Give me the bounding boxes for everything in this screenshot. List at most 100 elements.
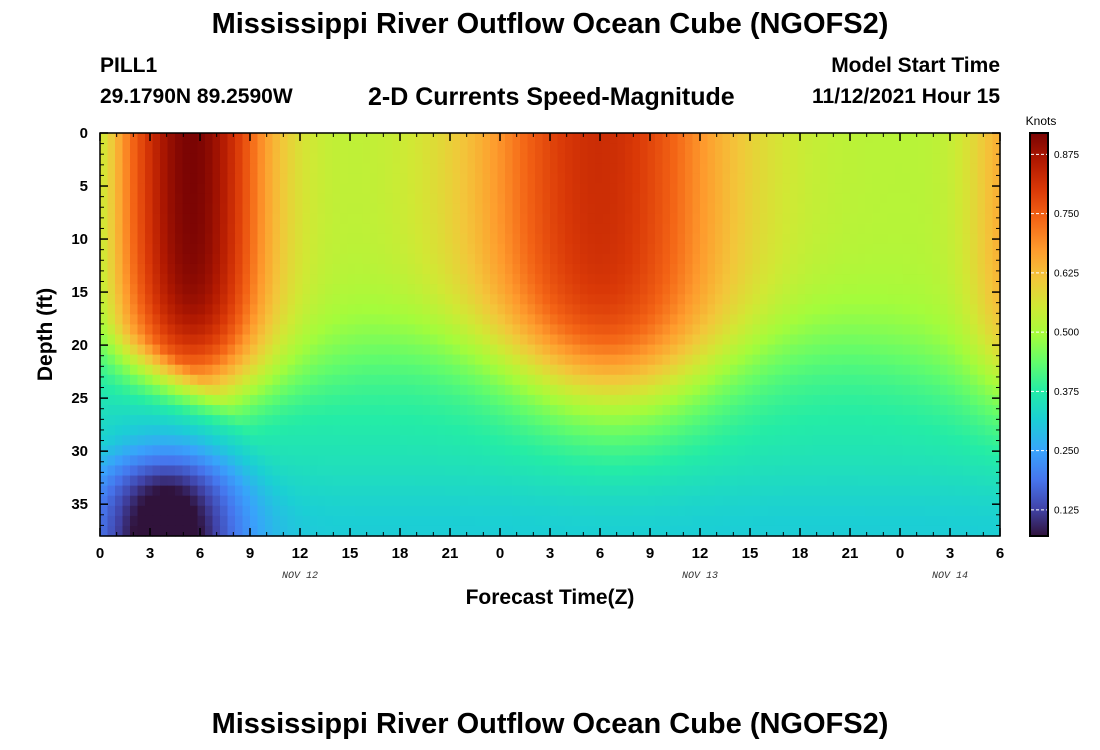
heatmap-cell	[452, 243, 461, 255]
heatmap-cell	[212, 445, 221, 456]
heatmap-cell	[452, 274, 461, 285]
heatmap-cell	[970, 143, 979, 154]
heatmap-cell	[782, 374, 791, 386]
heatmap-cell	[887, 183, 896, 195]
heatmap-cell	[595, 233, 604, 245]
heatmap-cell	[895, 253, 904, 265]
heatmap-cell	[872, 445, 881, 456]
heatmap-cell	[835, 143, 844, 154]
heatmap-cell	[437, 384, 446, 396]
heatmap-cell	[227, 455, 236, 467]
heatmap-cell	[940, 495, 949, 507]
heatmap-cell	[662, 354, 671, 366]
heatmap-cell	[632, 294, 641, 305]
heatmap-cell	[137, 143, 146, 154]
heatmap-cell	[962, 263, 971, 275]
heatmap-cell	[557, 143, 566, 154]
heatmap-cell	[587, 475, 596, 487]
heatmap-cell	[310, 274, 319, 285]
heatmap-cell	[152, 203, 161, 215]
heatmap-cell	[917, 294, 926, 305]
heatmap-cell	[220, 324, 229, 336]
heatmap-cell	[467, 445, 476, 456]
heatmap-cell	[737, 425, 746, 436]
heatmap-cell	[595, 465, 604, 477]
heatmap-cell	[332, 374, 341, 386]
heatmap-cell	[805, 334, 814, 346]
heatmap-cell	[760, 425, 769, 436]
heatmap-cell	[692, 243, 701, 255]
heatmap-cell	[895, 374, 904, 386]
heatmap-cell	[662, 274, 671, 285]
heatmap-cell	[377, 173, 386, 184]
heatmap-cell	[707, 435, 716, 446]
heatmap-cell	[422, 394, 431, 406]
heatmap-cell	[872, 284, 881, 295]
heatmap-cell	[692, 233, 701, 245]
heatmap-cell	[932, 183, 941, 195]
heatmap-cell	[640, 495, 649, 507]
heatmap-cell	[985, 183, 994, 195]
heatmap-cell	[730, 284, 739, 295]
heatmap-cell	[340, 485, 349, 497]
heatmap-cell	[595, 394, 604, 406]
heatmap-cell	[865, 133, 874, 144]
heatmap-cell	[925, 425, 934, 436]
heatmap-cell	[220, 334, 229, 346]
heatmap-cell	[715, 193, 724, 205]
heatmap-cell	[535, 304, 544, 315]
heatmap-cell	[197, 263, 206, 275]
heatmap-cell	[587, 263, 596, 275]
heatmap-cell	[797, 253, 806, 265]
heatmap-cell	[302, 223, 311, 235]
heatmap-cell	[437, 354, 446, 366]
heatmap-cell	[392, 253, 401, 265]
heatmap-cell	[257, 505, 266, 517]
heatmap-cell	[490, 415, 499, 426]
heatmap-cell	[925, 435, 934, 446]
heatmap-cell	[407, 415, 416, 426]
heatmap-cell	[190, 445, 199, 456]
heatmap-cell	[437, 455, 446, 467]
heatmap-cell	[835, 294, 844, 305]
heatmap-cell	[242, 223, 251, 235]
heatmap-cell	[925, 374, 934, 386]
heatmap-cell	[902, 253, 911, 265]
heatmap-cell	[692, 153, 701, 164]
heatmap-cell	[910, 405, 919, 416]
heatmap-cell	[850, 143, 859, 154]
heatmap-cell	[392, 515, 401, 527]
heatmap-cell	[767, 405, 776, 416]
heatmap-cell	[880, 294, 889, 305]
heatmap-cell	[145, 515, 154, 527]
heatmap-cell	[805, 415, 814, 426]
heatmap-cell	[647, 525, 656, 537]
heatmap-cell	[902, 314, 911, 326]
heatmap-cell	[302, 213, 311, 225]
heatmap-cell	[932, 334, 941, 346]
heatmap-cell	[542, 505, 551, 517]
heatmap-cell	[295, 354, 304, 366]
heatmap-cell	[400, 415, 409, 426]
heatmap-cell	[227, 515, 236, 527]
heatmap-cell	[377, 495, 386, 507]
heatmap-cell	[227, 294, 236, 305]
heatmap-cell	[182, 344, 191, 356]
heatmap-cell	[955, 163, 964, 174]
heatmap-cell	[775, 143, 784, 154]
heatmap-cell	[392, 415, 401, 426]
heatmap-cell	[685, 284, 694, 295]
heatmap-cell	[175, 294, 184, 305]
heatmap-cell	[790, 274, 799, 285]
heatmap-cell	[842, 133, 851, 144]
heatmap-cell	[880, 243, 889, 255]
heatmap-cell	[677, 274, 686, 285]
heatmap-cell	[505, 505, 514, 517]
heatmap-cell	[205, 213, 214, 225]
heatmap-cell	[752, 294, 761, 305]
heatmap-cell	[572, 143, 581, 154]
heatmap-cell	[175, 183, 184, 195]
heatmap-cell	[415, 455, 424, 467]
heatmap-cell	[970, 445, 979, 456]
heatmap-cell	[212, 384, 221, 396]
